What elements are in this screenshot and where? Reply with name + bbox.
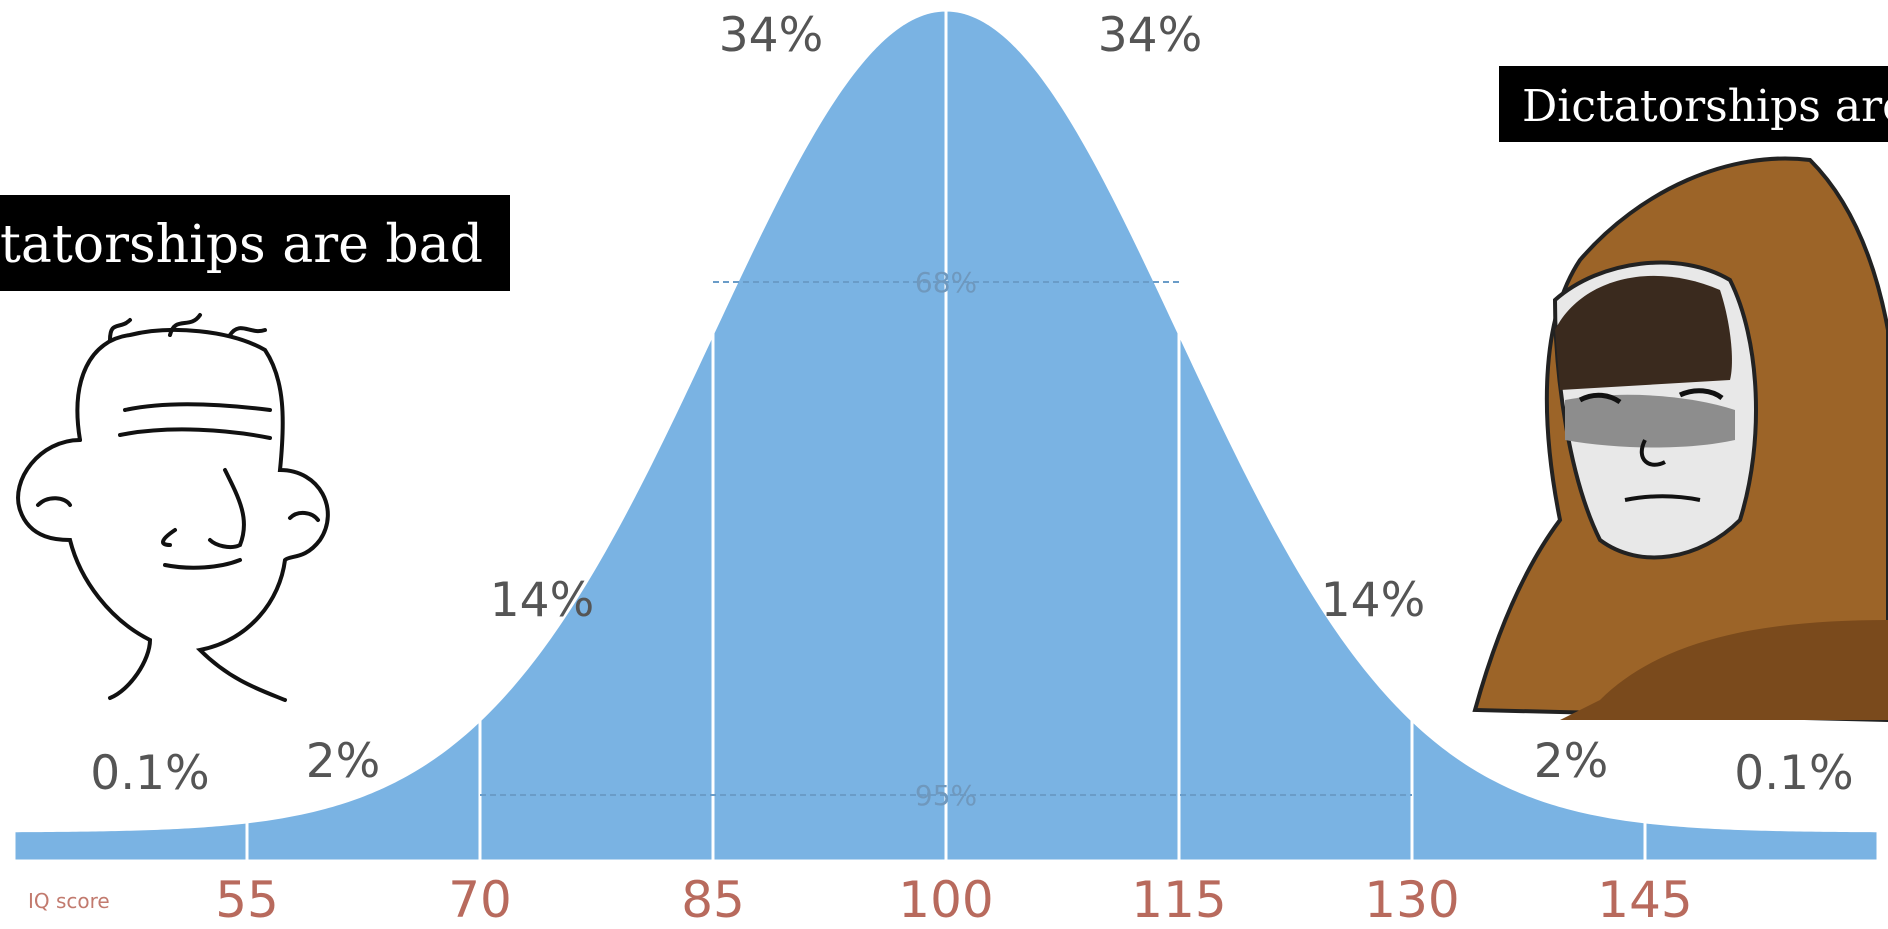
percent-label: 0.1% xyxy=(1734,746,1853,801)
caption: Dictatorships are xyxy=(1522,81,1888,132)
segment xyxy=(711,8,948,863)
wojak-face xyxy=(16,313,330,702)
caption-box xyxy=(0,195,510,291)
percent-label: 0.1% xyxy=(90,746,209,801)
segment xyxy=(944,8,1181,863)
segment xyxy=(478,332,715,863)
segment xyxy=(1643,820,1880,863)
percent-label: 14% xyxy=(1321,573,1425,628)
x-tick-label: 85 xyxy=(681,871,745,929)
percent-label: 14% xyxy=(490,573,594,628)
caption: tatorships are bad xyxy=(0,215,483,275)
annotation: 95% xyxy=(915,779,977,812)
x-axis-label: IQ score xyxy=(28,889,110,913)
bell-curve xyxy=(12,8,1880,863)
percent-label: 2% xyxy=(306,734,381,789)
x-tick-label: 55 xyxy=(215,871,279,929)
x-tick-label: 115 xyxy=(1131,871,1226,929)
segment xyxy=(1177,332,1414,863)
segment xyxy=(1410,716,1647,863)
x-tick-label: 100 xyxy=(898,871,993,929)
percent-label: 34% xyxy=(1098,8,1202,63)
segment xyxy=(245,716,482,863)
hooded-figure xyxy=(1472,156,1888,723)
segment xyxy=(12,820,249,863)
caption-box xyxy=(1499,66,1888,142)
x-tick-label: 130 xyxy=(1364,871,1459,929)
x-tick-label: 145 xyxy=(1597,871,1692,929)
x-tick-label: 70 xyxy=(448,871,512,929)
percent-label: 2% xyxy=(1534,734,1609,789)
annotation: 68% xyxy=(915,266,977,299)
percent-label: 34% xyxy=(719,8,823,63)
